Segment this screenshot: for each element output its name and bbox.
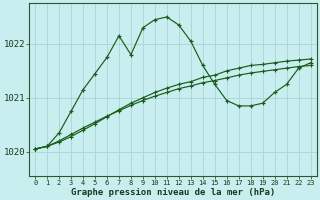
X-axis label: Graphe pression niveau de la mer (hPa): Graphe pression niveau de la mer (hPa) [71, 188, 275, 197]
